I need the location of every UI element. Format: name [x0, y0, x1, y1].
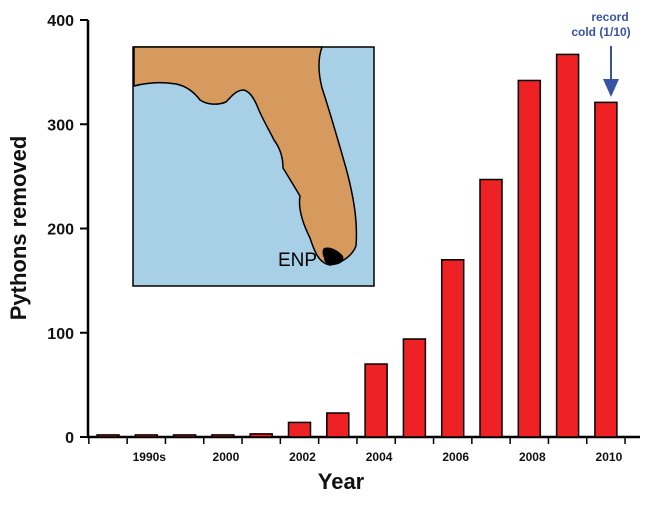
bar-series	[96, 53, 618, 438]
florida-landmass	[133, 46, 358, 266]
bar	[287, 421, 312, 438]
bar	[364, 363, 388, 438]
y-tick-label: 300	[47, 117, 74, 134]
bar	[326, 412, 350, 438]
x-axis-ticks: 1990s 2000 2002 2004 2006 2008 2010	[88, 437, 626, 464]
y-tick-label: 100	[47, 326, 74, 343]
y-tick-label: 0	[65, 430, 74, 447]
x-tick-label: 2004	[366, 450, 393, 464]
bar	[555, 53, 580, 438]
x-tick-label: 2000	[213, 450, 240, 464]
y-axis-title: Pythons removed	[6, 136, 31, 321]
bar	[134, 434, 159, 438]
bar	[249, 433, 273, 438]
bar	[594, 101, 618, 438]
y-axis-ticks: 0 100 200 300 400	[47, 13, 88, 447]
x-tick-label: 2006	[442, 450, 469, 464]
x-tick-label: 2010	[596, 450, 623, 464]
inset-map: ENP	[132, 46, 375, 287]
x-tick-label: 1990s	[133, 450, 167, 464]
enp-label: ENP	[278, 250, 317, 271]
x-axis-title: Year	[318, 469, 365, 494]
bar	[440, 259, 465, 438]
x-tick-label: 2002	[289, 450, 316, 464]
record-cold-annotation: record cold (1/10)	[571, 10, 631, 97]
bar	[517, 79, 542, 438]
bar	[211, 434, 235, 438]
y-tick-label: 200	[47, 222, 74, 239]
bar	[172, 434, 197, 438]
bar	[96, 434, 120, 438]
annotation-line-1: record	[591, 10, 628, 24]
annotation-line-2: cold (1/10)	[571, 25, 630, 39]
enp-region	[322, 247, 344, 265]
x-tick-label: 2008	[519, 450, 546, 464]
bar	[402, 338, 427, 438]
annotation-arrow-head	[603, 79, 619, 97]
bar	[479, 178, 503, 438]
y-tick-label: 400	[47, 13, 74, 30]
